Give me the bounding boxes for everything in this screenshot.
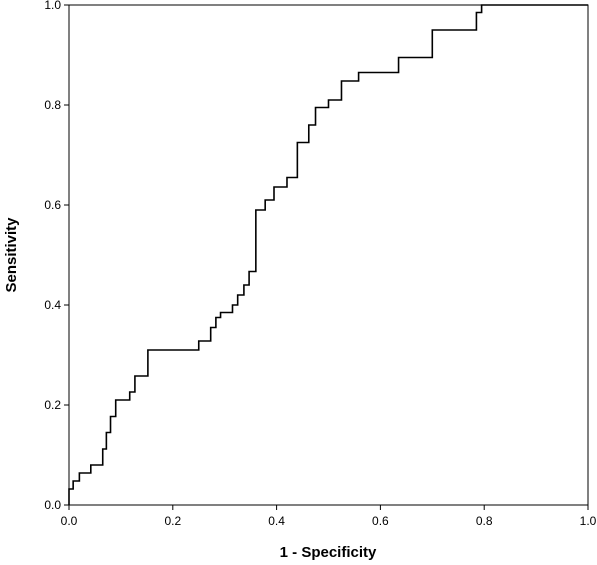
roc-curve bbox=[68, 4, 588, 505]
x-tick-label: 0.2 bbox=[164, 514, 181, 528]
x-axis-ticks: 0.0 0.2 0.4 0.6 0.8 1.0 bbox=[61, 505, 597, 528]
x-axis-title: 1 - Specificity bbox=[280, 544, 377, 561]
y-tick-label: 0.2 bbox=[44, 398, 61, 412]
y-tick-label: 1.0 bbox=[44, 0, 61, 12]
x-tick-label: 0.8 bbox=[476, 514, 493, 528]
y-axis-ticks: 0.0 0.2 0.4 0.6 0.8 1.0 bbox=[44, 0, 69, 512]
y-tick-label: 0.6 bbox=[44, 198, 61, 212]
y-tick-label: 0.4 bbox=[44, 298, 61, 312]
plot-frame bbox=[68, 4, 589, 506]
x-tick-label: 1.0 bbox=[580, 514, 597, 528]
y-tick-label: 0.8 bbox=[44, 98, 61, 112]
x-tick-label: 0.6 bbox=[372, 514, 389, 528]
x-tick-label: 0.0 bbox=[61, 514, 78, 528]
x-tick-label: 0.4 bbox=[268, 514, 285, 528]
y-axis-title: Sensitivity bbox=[3, 217, 20, 293]
y-tick-label: 0.0 bbox=[44, 498, 61, 512]
